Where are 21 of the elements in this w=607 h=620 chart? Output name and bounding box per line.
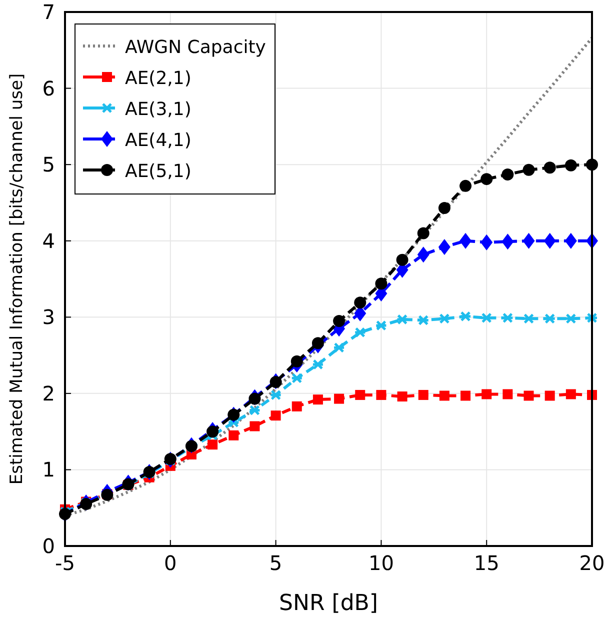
x-tick-label: 0 xyxy=(164,551,177,575)
legend-label: AE(2,1) xyxy=(125,68,192,89)
y-tick-label: 5 xyxy=(42,152,55,177)
y-tick-label: 6 xyxy=(42,76,55,100)
x-tick-label: -5 xyxy=(55,551,75,575)
y-tick-label: 2 xyxy=(42,381,55,406)
x-tick-label: 20 xyxy=(579,551,605,575)
y-tick-label: 1 xyxy=(42,458,55,482)
y-tick-label: 0 xyxy=(42,534,55,558)
x-tick-label: 10 xyxy=(368,551,394,575)
legend-label: AE(5,1) xyxy=(125,161,192,182)
y-axis-title: Estimated Mutual Information [bits/channel use] xyxy=(7,73,27,485)
legend-label: AE(4,1) xyxy=(125,130,192,151)
y-tick-label: 4 xyxy=(42,228,55,253)
x-tick-label: 15 xyxy=(474,551,500,575)
y-tick-label: 3 xyxy=(42,305,55,330)
x-axis-title: SNR [dB] xyxy=(279,591,378,616)
y-tick-label: 7 xyxy=(42,0,55,24)
legend-label: AWGN Capacity xyxy=(125,37,266,58)
x-tick-label: 5 xyxy=(269,551,282,575)
legend-label: AE(3,1) xyxy=(125,99,192,120)
